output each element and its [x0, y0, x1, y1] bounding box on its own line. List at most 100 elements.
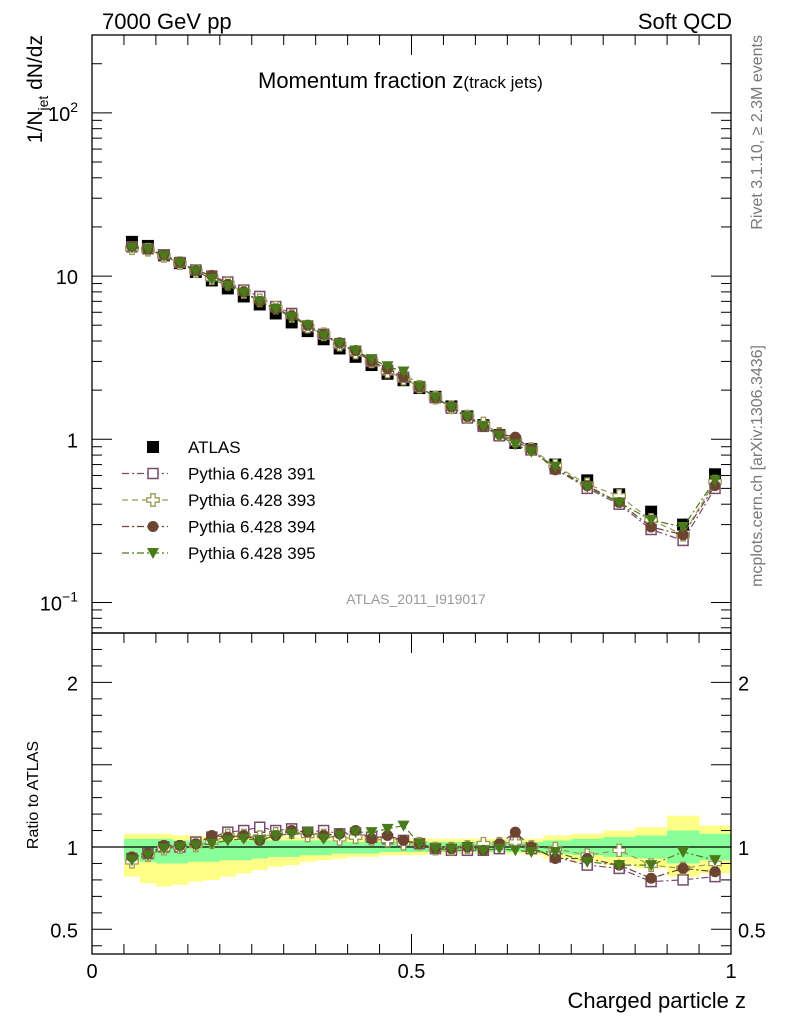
legend-label-2: Pythia 6.428 393 [188, 491, 316, 510]
ratio-series-0-point [677, 874, 689, 886]
main-series-4-point [677, 522, 690, 534]
main-title: Momentum fraction z(track jets) [258, 68, 543, 93]
main-title-text: Momentum fraction z [258, 68, 463, 93]
ratio-band-inner [363, 842, 381, 854]
main-series-4-point [237, 287, 250, 299]
ratio-panel-frame [91, 632, 732, 955]
main-series-4-point [221, 280, 234, 292]
main-series-4-point [189, 266, 202, 278]
ratio-series-2-point [709, 866, 721, 878]
y-tick-label-base: 10 [56, 267, 78, 289]
main-series-4-point [381, 361, 394, 373]
legend-label-0: ATLAS [188, 438, 241, 457]
rivet-version-label: Rivet 3.1.10, ≥ 2.3M events [749, 35, 766, 230]
ratio-uncertainty-bands [123, 815, 731, 887]
y-tick-label: 1 [67, 430, 78, 452]
ratio-series-3-point [189, 840, 202, 852]
ratio-band-inner [315, 840, 333, 856]
ratio-y-tick-label-left: 0.5 [50, 920, 78, 942]
y-tick-label-base: 10 [40, 593, 62, 615]
ratio-band-inner [203, 840, 221, 862]
ratio-series-3-point [349, 827, 362, 839]
main-series-3-point [645, 521, 657, 533]
ratio-band-inner [347, 842, 365, 854]
header-energy-label: 7000 GeV pp [102, 9, 232, 34]
main-title-subtext: (track jets) [463, 73, 542, 92]
ratio-series-3-point [397, 820, 410, 832]
ratio-series-3-point [493, 843, 506, 855]
main-series-4-point [549, 461, 562, 473]
ratio-series-3-point [317, 833, 330, 845]
ratio-series-3-point [509, 845, 522, 857]
ratio-series-2-point [382, 829, 394, 841]
ratio-series-3-point [445, 843, 458, 855]
legend-marker-4 [147, 548, 159, 559]
ratio-band-inner [331, 842, 349, 854]
main-series-4-point [525, 446, 538, 458]
y-tick-label: 10−1 [40, 588, 78, 615]
ratio-series-3-point [381, 823, 394, 835]
ratio-series-3-line [131, 824, 716, 866]
header-process-label: Soft QCD [638, 9, 732, 34]
ratio-series-3-point [365, 827, 378, 839]
ratio-series-2-point [645, 872, 657, 884]
legend-label-3: Pythia 6.428 394 [188, 518, 316, 537]
main-panel-marks [125, 235, 722, 547]
x-tick-label: 1 [725, 961, 736, 983]
ratio-series-3-point [173, 842, 186, 853]
ratio-series-3-point [157, 843, 170, 855]
ratio-series-2-point [366, 833, 378, 845]
main-series-4-point [253, 296, 266, 308]
y-tick-label-exponent: −1 [62, 588, 78, 604]
main-series-4-point [285, 312, 298, 324]
analysis-watermark: ATLAS_2011_I919017 [346, 591, 486, 607]
ratio-panel-marks [125, 820, 722, 888]
ratio-series-3-point [125, 855, 138, 867]
main-series-3-point [677, 529, 689, 541]
y-tick-label-base: 1 [67, 430, 78, 452]
main-series-4-point [205, 273, 218, 285]
x-axis-label: Charged particle z [567, 988, 746, 1013]
main-series-4-point [365, 354, 378, 366]
main-series-4-line [131, 247, 716, 528]
legend: ATLAS Pythia 6.428 391 Pythia 6.428 393 Pyt… [122, 438, 316, 563]
main-series-4-point [493, 430, 506, 442]
ratio-series-3-point [525, 846, 538, 858]
x-tick-label: 0.5 [398, 961, 426, 983]
y-axis-label-tail: dN/dz [24, 35, 47, 96]
y-tick-label-exponent: 2 [70, 99, 78, 115]
main-series-0-point [645, 505, 658, 518]
main-series-4-point [645, 515, 658, 527]
ratio-band-inner [219, 840, 237, 861]
main-series-4-point [269, 303, 282, 315]
legend-marker-1 [147, 467, 159, 480]
ratio-series-3-point [429, 843, 442, 855]
ratio-series-2-point [206, 829, 218, 841]
main-series-4-point [317, 330, 330, 342]
ratio-band-inner [235, 840, 253, 861]
main-series-4-point [461, 411, 474, 423]
ratio-series-3-point [461, 842, 474, 853]
legend-marker-0 [147, 441, 159, 453]
ratio-panel: 0.5 0.51 12 20 0.5 1 Ratio to ATLAS Charged p… [25, 632, 766, 1013]
main-series-4-point [349, 345, 362, 357]
main-series-4-point [413, 381, 426, 393]
mcplots-label: mcplots.cern.ch [arXiv:1306.3436] [749, 345, 766, 587]
ratio-y-axis-label: Ratio to ATLAS [25, 741, 42, 849]
ratio-series-3-point [221, 835, 234, 847]
main-series-4-point [333, 338, 346, 350]
ratio-band-inner [283, 840, 301, 857]
ratio-y-tick-label-right: 2 [738, 673, 749, 695]
main-series-4-point [429, 392, 442, 404]
main-series-4-point [581, 481, 594, 493]
y-axis-label-base: 1/N [24, 111, 47, 144]
main-series-4-point [509, 439, 522, 451]
main-series-4-point [709, 475, 722, 487]
ratio-series-3-point [549, 846, 562, 858]
main-series-4-point [301, 320, 314, 332]
y-tick-label-base: 10 [48, 104, 70, 126]
ratio-y-tick-label-right: 0.5 [738, 920, 766, 942]
ratio-y-tick-label-left: 1 [67, 838, 78, 860]
ratio-series-2-point [509, 826, 521, 838]
